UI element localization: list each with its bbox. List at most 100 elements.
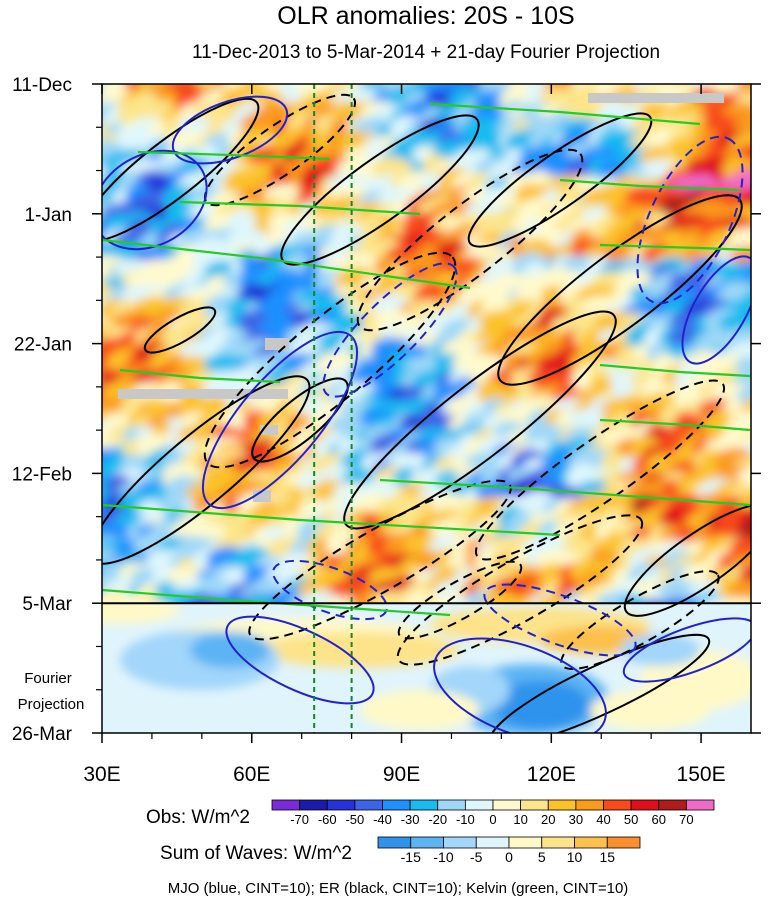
colorbar-level-label: -10	[433, 849, 453, 865]
er-wave-contour	[102, 375, 311, 565]
obs-anomaly-cell	[303, 61, 337, 80]
colorbar-level-label: -50	[345, 812, 364, 827]
er-wave-contour	[343, 310, 617, 530]
waves-colorbar: -15 -10 -5 0 5 10 15	[377, 836, 641, 865]
mjo-wave-contour	[102, 149, 208, 251]
mjo-wave-contour	[622, 617, 751, 683]
y-tick-label: 11-Dec	[12, 75, 72, 96]
y-tick-label: 1-Jan	[24, 205, 72, 226]
reference-lines-layer	[313, 84, 353, 733]
y-tick-label: 12-Feb	[12, 464, 72, 485]
x-tick-label: 60E	[233, 763, 270, 786]
forecast-anomaly-patch	[590, 690, 710, 730]
colorbar-swatch	[409, 799, 439, 811]
kelvin-wave-contour	[599, 243, 751, 252]
colorbar-swatch	[685, 799, 715, 811]
axes-layer: 30E 60E 90E 120E 150E 11-Dec 1-Jan 22-Jan 12-Feb…	[12, 75, 761, 786]
forecast-shading-layer	[102, 596, 751, 733]
mjo-wave-contour	[681, 255, 751, 365]
plot-frame	[101, 83, 752, 734]
obs-anomaly-cell	[185, 64, 212, 83]
obs-anomaly-cell	[394, 61, 423, 80]
colorbar-level-label: -15	[401, 849, 421, 865]
forecast-blob-group	[102, 596, 751, 733]
forecast-anomaly-patch	[620, 634, 700, 666]
colorbar-level-label: -5	[470, 849, 483, 865]
missing-data-patch	[588, 93, 724, 103]
forecast-anomaly-patch	[260, 632, 460, 668]
colorbar-swatch	[492, 799, 522, 811]
colorbar-swatch	[354, 799, 383, 811]
colorbar-swatch	[326, 799, 356, 811]
colorbar-swatch	[658, 799, 687, 811]
obs-anomaly-cell	[660, 62, 700, 82]
er-wave-contour	[248, 479, 512, 641]
colorbar-swatch	[630, 799, 660, 811]
kelvin-wave-contour	[599, 418, 751, 432]
colorbar-swatch	[410, 836, 444, 849]
obs-anomaly-cell	[374, 84, 377, 85]
kelvin-wave-contour	[379, 478, 751, 507]
obs-anomaly-cell	[607, 84, 622, 86]
obs-anomaly-cell	[73, 59, 105, 87]
obs-anomaly-cell	[736, 84, 751, 95]
colorbar-level-label: -20	[428, 812, 447, 827]
colorbar-swatch	[464, 799, 494, 811]
forecast-anomaly-patch	[102, 596, 180, 624]
kelvin-wave-contour	[559, 178, 741, 192]
er-wave-contour	[489, 633, 711, 733]
forecast-anomaly-patch	[190, 632, 270, 668]
colorbar-swatch	[606, 836, 641, 849]
kelvin-wave-contour	[119, 368, 281, 384]
obs-anomaly-cell	[198, 84, 219, 87]
colorbar-swatch	[382, 799, 411, 811]
obs-anomaly-cell	[102, 477, 106, 490]
er-wave-contour	[397, 560, 523, 640]
obs-anomaly-cell	[75, 570, 102, 590]
obs-shading-layer	[73, 59, 751, 623]
colorbar-level-label: 0	[505, 849, 513, 865]
mjo-wave-contour	[483, 583, 637, 657]
colorbar-level-label: 15	[599, 849, 615, 865]
colorbar-swatch	[541, 836, 575, 849]
er-wave-contour	[204, 93, 356, 207]
chart-title: OLR anomalies: 20S - 10S	[277, 2, 574, 30]
colorbar-level-label: 30	[569, 812, 583, 827]
colorbar-level-label: 50	[624, 812, 638, 827]
er-wave-contour	[623, 503, 751, 617]
colorbar-swatch	[299, 799, 328, 811]
mjo-wave-contour	[201, 330, 359, 510]
kelvin-wave-contour	[137, 150, 331, 161]
colorbar-level-label: -10	[456, 812, 475, 827]
wave-contours-layer	[102, 93, 751, 733]
forecast-label-line2: Projection	[18, 696, 85, 713]
obs-anomaly-cell	[504, 84, 514, 85]
colorbar-level-label: 10	[513, 812, 527, 827]
y-tick-label: 5-Mar	[22, 594, 72, 615]
er-wave-contour	[356, 148, 584, 332]
kelvin-wave-contour	[179, 200, 421, 216]
mjo-wave-contour	[433, 637, 607, 733]
colorbar-level-label: -70	[290, 812, 309, 827]
x-tick-label: 120E	[527, 763, 576, 786]
obs-anomaly-cell	[551, 84, 565, 85]
er-wave-contour	[251, 377, 349, 463]
missing-data-patch	[260, 425, 278, 435]
er-wave-contour	[467, 112, 653, 248]
mjo-wave-contour	[322, 262, 458, 398]
x-tick-label: 150E	[677, 763, 726, 786]
kelvin-wave-contour	[102, 503, 561, 537]
colorbar-swatch	[547, 799, 577, 811]
obs-anomaly-cell	[231, 84, 260, 87]
er-wave-contour	[396, 514, 644, 666]
colorbar-level-label: 0	[489, 812, 496, 827]
colorbar-level-label: 5	[538, 849, 546, 865]
colorbar-swatch	[575, 799, 604, 811]
x-tick-label: 90E	[383, 763, 420, 786]
obs-anomaly-cell	[701, 61, 735, 83]
waves-colorbar-label: Sum of Waves: W/m^2	[160, 843, 352, 864]
obs-anomaly-cell	[697, 84, 708, 85]
contour-legend: MJO (blue, CINT=10); ER (black, CINT=10)…	[168, 880, 629, 897]
colorbar-swatch	[271, 799, 301, 811]
colorbar-swatch	[520, 799, 549, 811]
